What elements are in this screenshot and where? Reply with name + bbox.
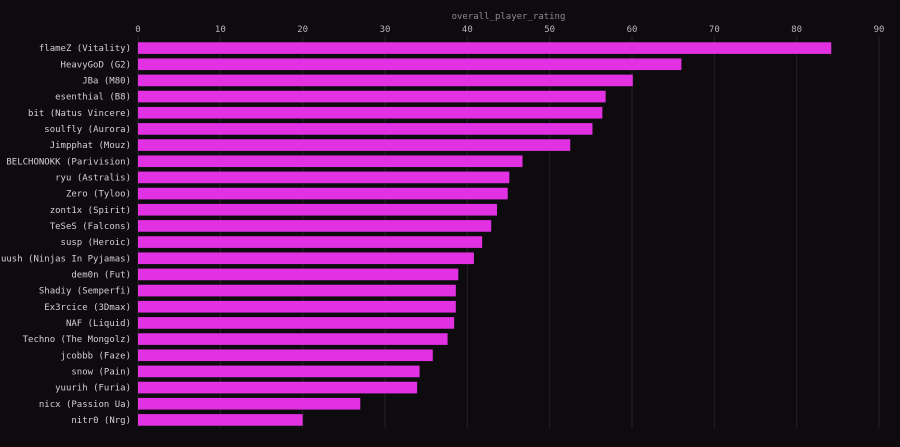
bar[interactable] [138,106,603,119]
bar[interactable] [138,58,682,71]
bar[interactable] [138,381,418,394]
category-label: sjuush (Ninjas In Pyjamas) [0,254,131,264]
bar[interactable] [138,155,523,168]
bar[interactable] [138,284,456,297]
bar[interactable] [138,90,606,103]
x-axis-ticks: 0 10 20 30 40 50 60 70 80 90 [135,25,884,35]
bar[interactable] [138,74,633,87]
x-tick-label: 20 [297,25,308,35]
bar[interactable] [138,333,448,345]
category-label: ryu (Astralis) [55,173,131,183]
bar[interactable] [138,349,433,362]
category-label: bit (Natus Vincere) [28,109,131,119]
bar[interactable] [138,300,456,313]
x-tick-label: 10 [215,25,226,35]
bar[interactable] [138,252,474,265]
bars [138,42,832,426]
bar[interactable] [138,236,483,248]
x-axis-title: overall_player_rating [452,12,566,22]
x-tick-label: 50 [544,25,555,35]
category-label: Shadiy (Semperfi) [39,287,131,297]
x-tick-label: 90 [874,25,885,35]
bar[interactable] [138,123,593,135]
bar[interactable] [138,187,508,200]
x-tick-label: 30 [380,25,391,35]
x-tick-label: 60 [627,25,638,35]
category-label: Techno (The Mongolz) [23,335,131,345]
category-labels: flameZ (Vitality) HeavyGoD (G2) JBa (M80) e… [0,44,131,426]
bar[interactable] [138,139,571,151]
category-label: zont1x (Spirit) [50,206,131,216]
category-label: NAF (Liquid) [66,319,131,329]
category-label: esenthial (B8) [55,93,131,103]
category-label: Ex3rcice (3Dmax) [44,303,131,313]
x-tick-label: 80 [791,25,802,35]
bar[interactable] [138,42,832,54]
bar[interactable] [138,317,455,329]
x-tick-label: 70 [709,25,720,35]
bar[interactable] [138,203,497,216]
bar[interactable] [138,397,361,410]
category-label: Zero (Tyloo) [66,190,131,200]
category-label: nitr0 (Nrg) [71,416,131,426]
bar[interactable] [138,220,492,232]
category-label: dem0n (Fut) [71,270,131,280]
category-label: susp (Heroic) [61,238,131,248]
category-label: nicx (Passion Ua) [39,400,131,410]
category-label: snow (Pain) [71,367,131,377]
category-label: JBa (M80) [82,76,131,86]
bar[interactable] [138,171,510,184]
bar[interactable] [138,414,303,426]
bar[interactable] [138,365,420,378]
category-label: Jimpphat (Mouz) [50,141,131,151]
category-label: flameZ (Vitality) [39,44,131,54]
category-label: yuurih (Furia) [55,384,131,394]
category-label: jcobbb (Faze) [61,351,131,361]
category-label: BELCHONOKK (Parivision) [6,157,131,167]
category-label: TeSeS (Falcons) [50,222,131,232]
category-label: soulfly (Aurora) [44,125,131,135]
category-label: HeavyGoD (G2) [61,60,131,70]
x-tick-label: 0 [135,25,140,35]
bar[interactable] [138,268,459,281]
x-tick-label: 40 [462,25,473,35]
